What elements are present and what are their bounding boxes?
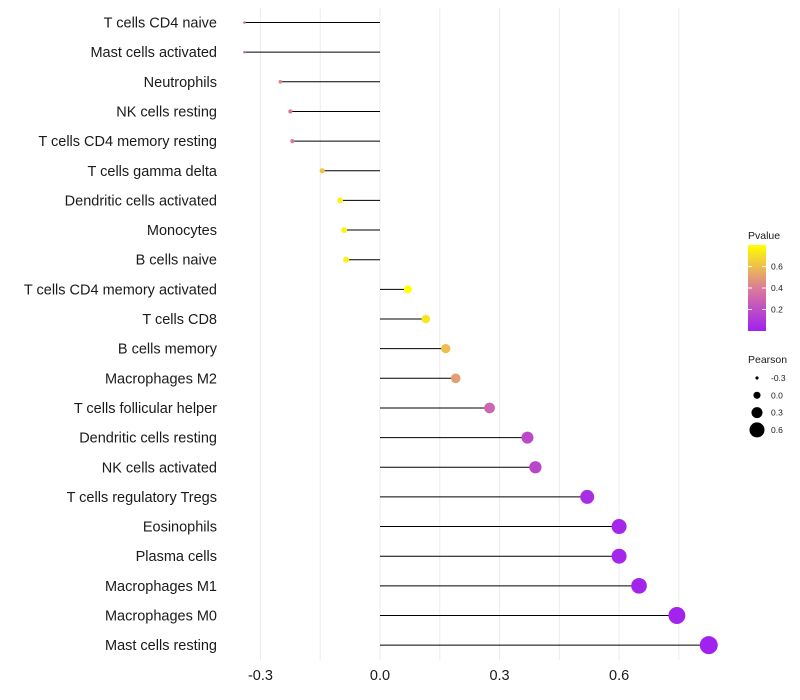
category-label: Macrophages M1	[105, 579, 217, 595]
x-tick-label: 0.0	[370, 668, 390, 684]
pvalue-legend: Pvalue 0.6 0.4 0.2	[748, 230, 783, 331]
lollipop-point	[403, 285, 412, 294]
pearson-legend-point	[755, 376, 759, 380]
lollipop-point	[611, 519, 627, 535]
lollipop-point	[529, 461, 542, 474]
pvalue-colorbar	[748, 245, 766, 331]
lollipop-point	[668, 607, 686, 624]
stem-layer	[244, 22, 709, 646]
category-label: Dendritic cells resting	[79, 431, 217, 447]
category-label: Macrophages M2	[105, 371, 217, 387]
category-labels: T cells CD4 naive Mast cells activated Neu…	[24, 16, 218, 655]
pearson-legend-label: 0.6	[771, 425, 783, 435]
lollipop-point	[343, 256, 350, 263]
lollipop-point	[580, 489, 595, 504]
category-label: T cells regulatory Tregs	[67, 490, 217, 506]
category-label: Plasma cells	[136, 549, 217, 565]
x-tick-label: -0.3	[248, 668, 273, 684]
lollipop-point	[421, 314, 431, 324]
pvalue-legend-tick-label: 0.6	[771, 262, 783, 272]
lollipop-point	[288, 109, 293, 114]
pearson-legend-label: -0.3	[771, 373, 786, 383]
lollipop-point	[337, 197, 344, 204]
pearson-legend-title: Pearson	[748, 354, 787, 366]
x-tick-label: 0.3	[489, 668, 509, 684]
grid-layer	[259, 8, 680, 660]
category-label: Neutrophils	[144, 75, 217, 91]
lollipop-point	[341, 227, 348, 233]
lollipop-point	[278, 79, 283, 84]
pearson-legend-label: 0.0	[771, 390, 783, 400]
category-label: Mast cells activated	[90, 45, 217, 61]
lollipop-point	[450, 373, 461, 384]
lollipop-point	[441, 344, 451, 354]
category-label: Eosinophils	[143, 520, 217, 536]
lollipop-point	[699, 636, 718, 655]
lollipop-point	[243, 50, 246, 54]
category-label: T cells CD4 memory activated	[24, 282, 217, 298]
category-label: B cells naive	[136, 253, 217, 269]
pvalue-legend-tick-label: 0.4	[771, 283, 783, 293]
pearson-legend-point	[749, 422, 765, 438]
category-label: T cells follicular helper	[74, 401, 217, 417]
pvalue-legend-tick-label: 0.2	[771, 305, 783, 315]
category-label: Macrophages M0	[105, 609, 217, 625]
lollipop-point	[611, 548, 627, 564]
pearson-legend-point	[751, 407, 763, 419]
category-label: NK cells resting	[116, 104, 217, 120]
lollipop-point	[243, 21, 246, 24]
lollipop-point	[521, 431, 534, 444]
x-axis-tick-labels: -0.3 0.0 0.3 0.6	[248, 668, 629, 684]
lollipop-point	[319, 168, 325, 174]
lollipop-point	[484, 402, 495, 414]
pearson-legend-point	[753, 391, 761, 399]
lollipop-point	[290, 139, 295, 144]
category-label: T cells CD4 naive	[104, 16, 217, 32]
point-layer	[243, 21, 718, 655]
category-label: T cells CD8	[142, 312, 217, 328]
lollipop-point	[631, 578, 647, 594]
category-label: Monocytes	[147, 223, 217, 239]
category-label: T cells gamma delta	[88, 164, 218, 180]
category-label: T cells CD4 memory resting	[38, 134, 217, 150]
pvalue-legend-title: Pvalue	[748, 230, 780, 242]
category-label: Mast cells resting	[105, 638, 217, 654]
category-label: B cells memory	[118, 342, 218, 358]
pearson-legend: Pearson -0.3 0.0 0.3 0.6	[748, 354, 787, 438]
x-tick-label: 0.6	[609, 668, 629, 684]
pearson-legend-label: 0.3	[771, 408, 783, 418]
category-label: NK cells activated	[102, 460, 217, 476]
category-label: Dendritic cells activated	[65, 193, 217, 209]
